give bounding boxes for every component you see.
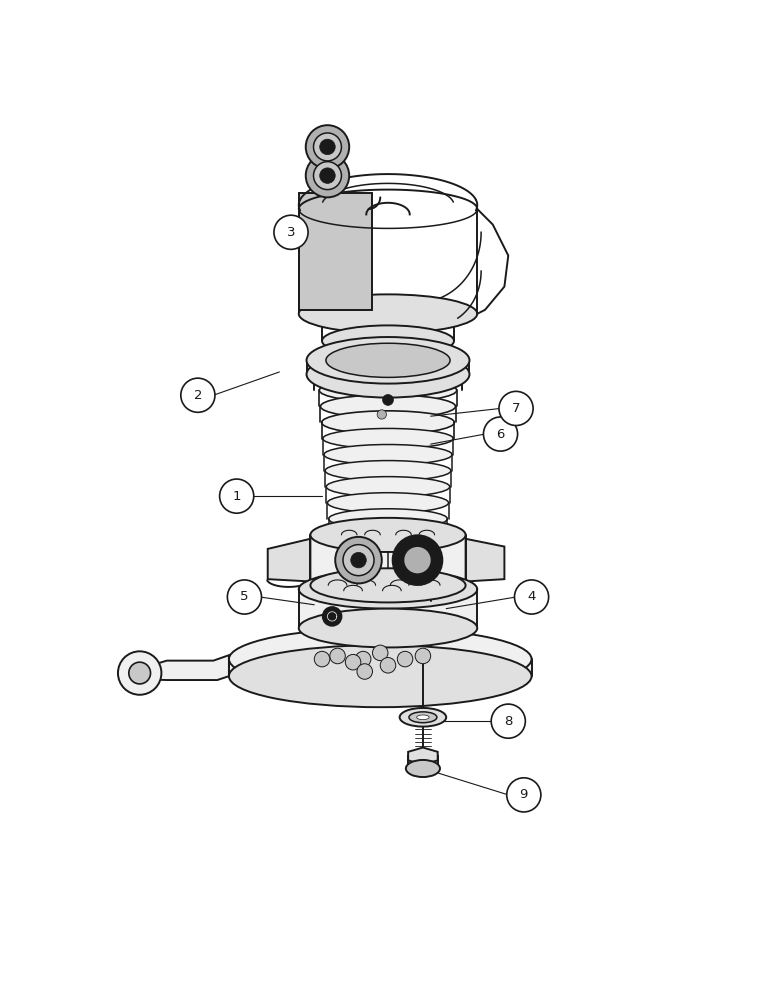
Circle shape bbox=[320, 139, 335, 155]
Ellipse shape bbox=[229, 645, 532, 707]
Ellipse shape bbox=[326, 477, 450, 497]
Ellipse shape bbox=[409, 712, 437, 723]
Circle shape bbox=[357, 664, 372, 679]
Polygon shape bbox=[466, 539, 504, 581]
Circle shape bbox=[415, 648, 431, 664]
Circle shape bbox=[306, 125, 349, 169]
Ellipse shape bbox=[324, 445, 452, 465]
Ellipse shape bbox=[328, 509, 447, 529]
Ellipse shape bbox=[326, 343, 450, 377]
Ellipse shape bbox=[299, 609, 477, 647]
Ellipse shape bbox=[325, 461, 451, 481]
Ellipse shape bbox=[321, 411, 455, 434]
Circle shape bbox=[514, 580, 549, 614]
Circle shape bbox=[227, 580, 262, 614]
Circle shape bbox=[345, 654, 361, 670]
Ellipse shape bbox=[331, 525, 445, 545]
Circle shape bbox=[274, 215, 308, 249]
Ellipse shape bbox=[307, 351, 469, 398]
Circle shape bbox=[372, 645, 388, 661]
Circle shape bbox=[323, 607, 341, 626]
Circle shape bbox=[397, 651, 413, 667]
Ellipse shape bbox=[323, 428, 453, 449]
Ellipse shape bbox=[229, 628, 532, 690]
Ellipse shape bbox=[322, 325, 454, 356]
Polygon shape bbox=[310, 535, 466, 585]
Circle shape bbox=[314, 162, 341, 190]
Circle shape bbox=[330, 648, 345, 664]
Text: 1: 1 bbox=[233, 490, 241, 503]
Ellipse shape bbox=[307, 337, 469, 384]
Polygon shape bbox=[408, 756, 438, 768]
Ellipse shape bbox=[320, 395, 456, 418]
Circle shape bbox=[314, 651, 330, 667]
Polygon shape bbox=[299, 589, 477, 628]
Circle shape bbox=[355, 651, 371, 667]
Circle shape bbox=[306, 154, 349, 197]
Ellipse shape bbox=[406, 760, 440, 777]
Ellipse shape bbox=[299, 570, 477, 609]
Text: 2: 2 bbox=[194, 389, 202, 402]
Polygon shape bbox=[299, 193, 372, 310]
Text: 5: 5 bbox=[241, 590, 248, 603]
Circle shape bbox=[483, 417, 518, 451]
Ellipse shape bbox=[417, 715, 429, 720]
Circle shape bbox=[377, 410, 386, 419]
Circle shape bbox=[491, 704, 525, 738]
Circle shape bbox=[129, 662, 151, 684]
Polygon shape bbox=[322, 314, 454, 341]
Text: 3: 3 bbox=[287, 226, 295, 239]
Polygon shape bbox=[299, 209, 477, 314]
Circle shape bbox=[499, 391, 533, 426]
Ellipse shape bbox=[400, 708, 446, 727]
Ellipse shape bbox=[314, 360, 462, 388]
Circle shape bbox=[393, 535, 442, 585]
Text: 9: 9 bbox=[520, 788, 528, 801]
Ellipse shape bbox=[310, 518, 466, 552]
Circle shape bbox=[351, 552, 366, 568]
Ellipse shape bbox=[320, 379, 456, 402]
Circle shape bbox=[314, 133, 341, 161]
Text: 4: 4 bbox=[528, 590, 535, 603]
Polygon shape bbox=[408, 748, 438, 765]
Polygon shape bbox=[229, 659, 532, 676]
Circle shape bbox=[335, 537, 382, 583]
Circle shape bbox=[380, 658, 396, 673]
Ellipse shape bbox=[327, 493, 449, 513]
Circle shape bbox=[320, 168, 335, 183]
Polygon shape bbox=[144, 655, 229, 680]
Circle shape bbox=[404, 546, 431, 574]
Circle shape bbox=[118, 651, 161, 695]
Ellipse shape bbox=[299, 294, 477, 333]
Text: 6: 6 bbox=[497, 428, 504, 441]
Circle shape bbox=[383, 395, 393, 405]
Polygon shape bbox=[268, 539, 310, 581]
Ellipse shape bbox=[310, 568, 466, 602]
Circle shape bbox=[181, 378, 215, 412]
Circle shape bbox=[220, 479, 254, 513]
Text: 7: 7 bbox=[512, 402, 520, 415]
Text: 8: 8 bbox=[504, 715, 512, 728]
Circle shape bbox=[507, 778, 541, 812]
Circle shape bbox=[343, 545, 374, 576]
